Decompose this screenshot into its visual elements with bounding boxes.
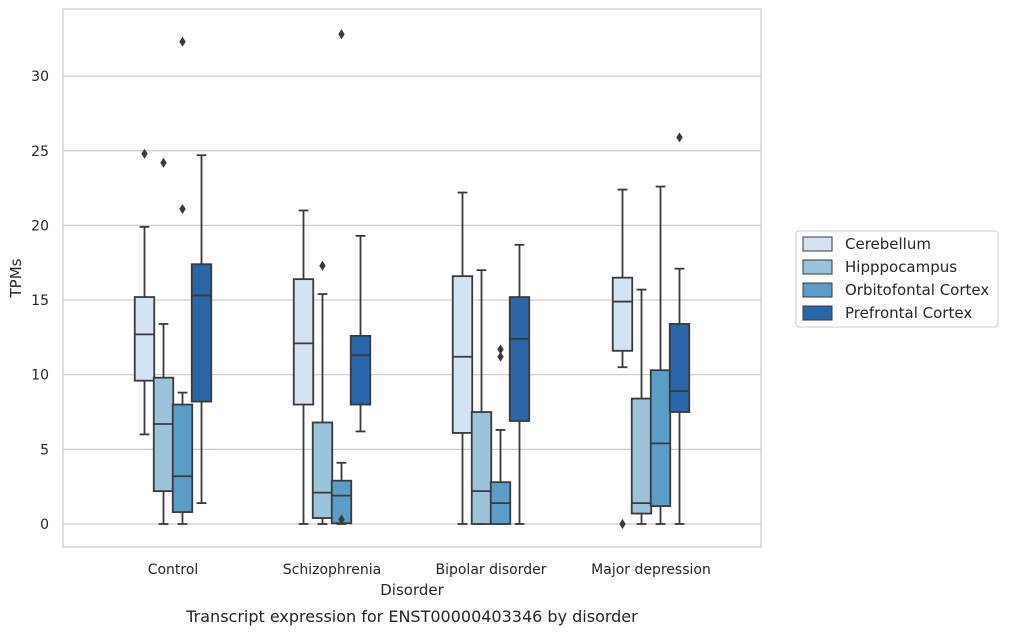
box-body — [470, 411, 493, 525]
figure-caption: Transcript expression for ENST0000040334… — [185, 607, 638, 626]
outlier-point — [497, 351, 504, 362]
box-body — [649, 369, 672, 507]
box — [451, 191, 474, 525]
box — [649, 185, 672, 525]
x-tick-label: Bipolar disorder — [435, 562, 546, 578]
x-axis-label: Disorder — [380, 581, 444, 599]
y-tick-label: 25 — [31, 144, 49, 160]
box-body — [611, 276, 634, 352]
legend-frame — [795, 230, 999, 328]
box — [311, 260, 334, 525]
y-tick-label: 30 — [31, 69, 49, 85]
box-body — [133, 296, 156, 382]
legend-swatch — [802, 282, 833, 298]
box — [133, 148, 156, 436]
boxes-layer — [133, 29, 691, 529]
series-cerebellum — [133, 148, 634, 529]
box-body — [349, 334, 372, 406]
outlier-point — [338, 514, 345, 525]
box — [489, 344, 512, 525]
box — [611, 188, 634, 529]
box — [190, 154, 213, 504]
box — [668, 132, 691, 525]
outlier-point — [160, 157, 167, 168]
x-tick-label: Schizophrenia — [283, 562, 381, 578]
legend-swatch — [802, 236, 833, 252]
y-tick-label: 0 — [40, 517, 49, 533]
legend-label: Prefrontal Cortex — [845, 304, 972, 322]
outlier-point — [619, 519, 626, 529]
y-tick-label: 20 — [31, 218, 49, 234]
box — [152, 157, 175, 525]
box-body — [171, 403, 194, 513]
y-tick-label: 10 — [31, 368, 49, 384]
outlier-point — [497, 344, 504, 355]
outlier-point — [141, 148, 148, 159]
box — [349, 234, 372, 433]
x-tick-label: Major depression — [591, 562, 711, 578]
box-body — [152, 376, 175, 493]
legend-label: Orbitofontal Cortex — [845, 281, 989, 299]
outlier-point — [338, 29, 345, 40]
series-hipppocampus — [152, 157, 653, 525]
y-tick-label: 5 — [40, 442, 49, 458]
box — [330, 29, 353, 525]
outlier-point — [676, 132, 683, 143]
y-axis-label: TPMs — [7, 258, 25, 298]
box-body — [668, 323, 691, 413]
box-body — [311, 421, 334, 519]
outlier-point — [319, 260, 326, 271]
series-orbitofontal-cortex — [171, 29, 672, 525]
x-tick-label: Control — [148, 562, 199, 578]
y-tick-label: 15 — [31, 293, 49, 309]
outlier-point — [179, 36, 186, 47]
box — [508, 243, 531, 525]
box-body — [190, 263, 213, 403]
legend-label: Cerebellum — [845, 235, 931, 253]
legend: Cerebellum Hipppocampus Orbitofontal Corte… — [795, 230, 999, 328]
x-tick-labels: Control Schizophrenia Bipolar disorder Majo… — [148, 562, 711, 578]
legend-label: Hipppocampus — [845, 258, 957, 276]
box — [470, 269, 493, 525]
box-body — [292, 278, 315, 406]
box-body — [508, 296, 531, 422]
box — [171, 36, 194, 525]
legend-swatch — [802, 259, 833, 275]
y-tick-labels: 0 5 10 15 20 25 30 — [31, 69, 49, 533]
box-body — [630, 397, 653, 515]
legend-swatch — [802, 305, 833, 321]
series-prefrontal-cortex — [190, 132, 691, 525]
box-body — [451, 275, 474, 434]
box — [292, 209, 315, 525]
outlier-point — [179, 203, 186, 214]
